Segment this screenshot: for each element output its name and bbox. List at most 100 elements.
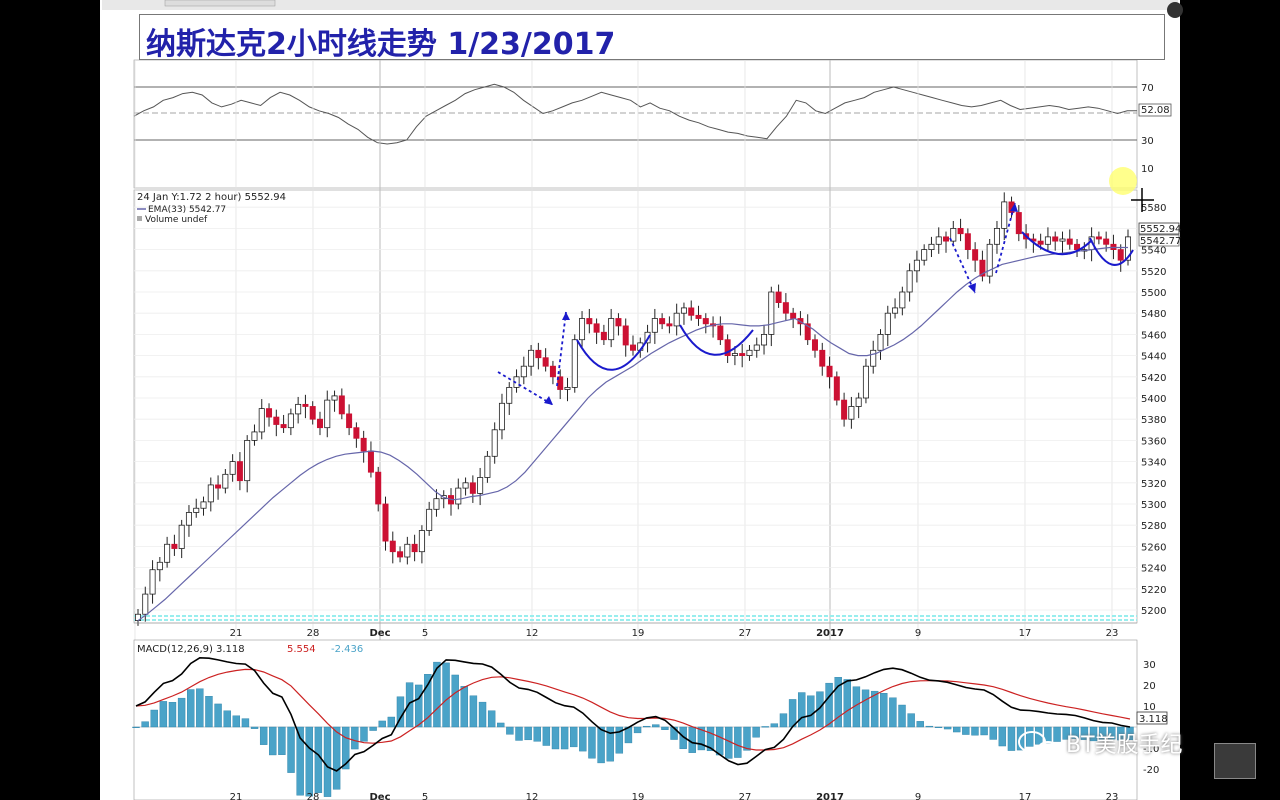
candle-down (542, 357, 549, 367)
macd-histogram-bar (296, 726, 304, 796)
candle-down (309, 406, 316, 420)
candle-down (659, 318, 666, 325)
watermark-text: BT美股手纪 (1066, 733, 1183, 758)
candle-up (426, 508, 433, 531)
candle-down (1095, 236, 1102, 240)
candle-down (593, 323, 600, 333)
macd-histogram-bar (679, 726, 687, 749)
rsi-value-text: 52.08 (1141, 105, 1170, 116)
chart-title: 纳斯达克2小时线走势 1/23/2017 (146, 27, 616, 62)
candle-down (215, 484, 222, 489)
candle-up (761, 333, 768, 346)
x-axis-label: 9 (915, 628, 921, 639)
macd-histogram-bar (980, 726, 988, 736)
rsi-axis-label: 70 (1141, 83, 1154, 94)
macd-histogram-bar (697, 726, 706, 751)
macd-x-axis-label: 5 (422, 792, 428, 800)
macd-histogram-bar (743, 726, 751, 751)
candle-down (1117, 249, 1124, 261)
macd-histogram-bar (688, 726, 696, 753)
candle-up (477, 477, 484, 494)
macd-histogram-bar (816, 691, 824, 728)
candle-up (877, 333, 884, 351)
macd-histogram-bar (825, 682, 833, 728)
candle-up (462, 482, 469, 489)
candle-up (164, 543, 171, 563)
candle-up (913, 259, 920, 272)
price-header-line2: EMA(33) 5542.77 (148, 205, 226, 215)
price-axis-label: 5380 (1141, 415, 1166, 426)
macd-histogram-bar (916, 721, 924, 728)
macd-histogram-bar (1062, 726, 1070, 740)
price-tag-last-text: 5552.94 (1140, 224, 1181, 235)
macd-x-axis-label: 23 (1106, 792, 1119, 800)
macd-histogram-bar (1117, 726, 1125, 741)
candle-down (1052, 236, 1059, 242)
candle-up (404, 543, 411, 558)
macd-histogram-bar (633, 726, 642, 734)
macd-histogram-bar (387, 716, 396, 728)
hist-value: -2.436 (331, 644, 363, 655)
macd-axis-label: -20 (1143, 765, 1159, 776)
candle-up (608, 318, 615, 341)
macd-histogram-bar (1080, 726, 1089, 740)
candle-down (302, 403, 309, 407)
candle-up (244, 439, 251, 482)
candle-up (1044, 236, 1051, 245)
macd-histogram-bar (351, 726, 359, 750)
price-axis-label: 5260 (1141, 542, 1166, 553)
macd-histogram-bar (898, 704, 906, 728)
x-axis-label: 19 (632, 628, 645, 639)
candle-down (972, 249, 979, 261)
candle-down (826, 365, 833, 378)
macd-histogram-bar (433, 661, 441, 728)
macd-histogram-bar (560, 726, 569, 750)
arrow-head (544, 396, 553, 405)
rsi-value-tag (1138, 103, 1172, 117)
signal-value: 5.554 (287, 644, 316, 655)
macd-histogram-bar (615, 726, 624, 754)
macd-histogram-bar (1053, 726, 1061, 742)
macd-histogram-bar (533, 726, 541, 742)
candle-up (564, 386, 571, 390)
candle-up (928, 243, 935, 251)
candle-down (1037, 240, 1044, 245)
macd-histogram-bar (551, 726, 560, 750)
macd-histogram-bar (1108, 726, 1116, 740)
candle-up (993, 227, 1000, 245)
x-axis-label: 5 (422, 628, 428, 639)
candle-down (469, 482, 476, 494)
macd-header: MACD(12,26,9) (137, 644, 213, 655)
candle-down (622, 325, 629, 346)
x-axis-label: 27 (739, 628, 752, 639)
macd-axis-label: -10 (1143, 744, 1159, 755)
rsi-axis-label: 30 (1141, 136, 1154, 147)
macd-axis-label: 20 (1143, 681, 1156, 692)
cup-curve (679, 324, 754, 356)
candle-down (367, 450, 374, 473)
macd-histogram-bar (442, 662, 450, 728)
macd-histogram-bar (715, 726, 724, 756)
candle-down (717, 325, 724, 341)
macd-x-axis-label: 28 (307, 792, 320, 800)
macd-histogram-bar (424, 674, 432, 728)
candle-up (906, 270, 913, 293)
macd-histogram-bar (214, 703, 222, 728)
price-axis-label: 5280 (1141, 521, 1166, 532)
macd-x-axis-label: 19 (632, 792, 645, 800)
candle-down (411, 543, 418, 553)
macd-histogram-bar (187, 689, 195, 728)
price-axis-label: 5580 (1141, 203, 1166, 214)
candle-up (870, 349, 877, 367)
macd-panel: MACD(12,26,9) 3.118 5.554 -2.436302010-10-2… (132, 639, 1168, 800)
cup-curve (576, 334, 651, 371)
candle-up (579, 318, 586, 341)
price-axis-label: 5300 (1141, 500, 1166, 511)
macd-histogram-bar (579, 726, 587, 752)
macd-histogram-bar (989, 726, 997, 740)
macd-histogram-bar (798, 692, 806, 728)
macd-histogram-bar (487, 710, 496, 728)
candle-up (251, 431, 258, 441)
macd-histogram-bar (606, 726, 614, 762)
